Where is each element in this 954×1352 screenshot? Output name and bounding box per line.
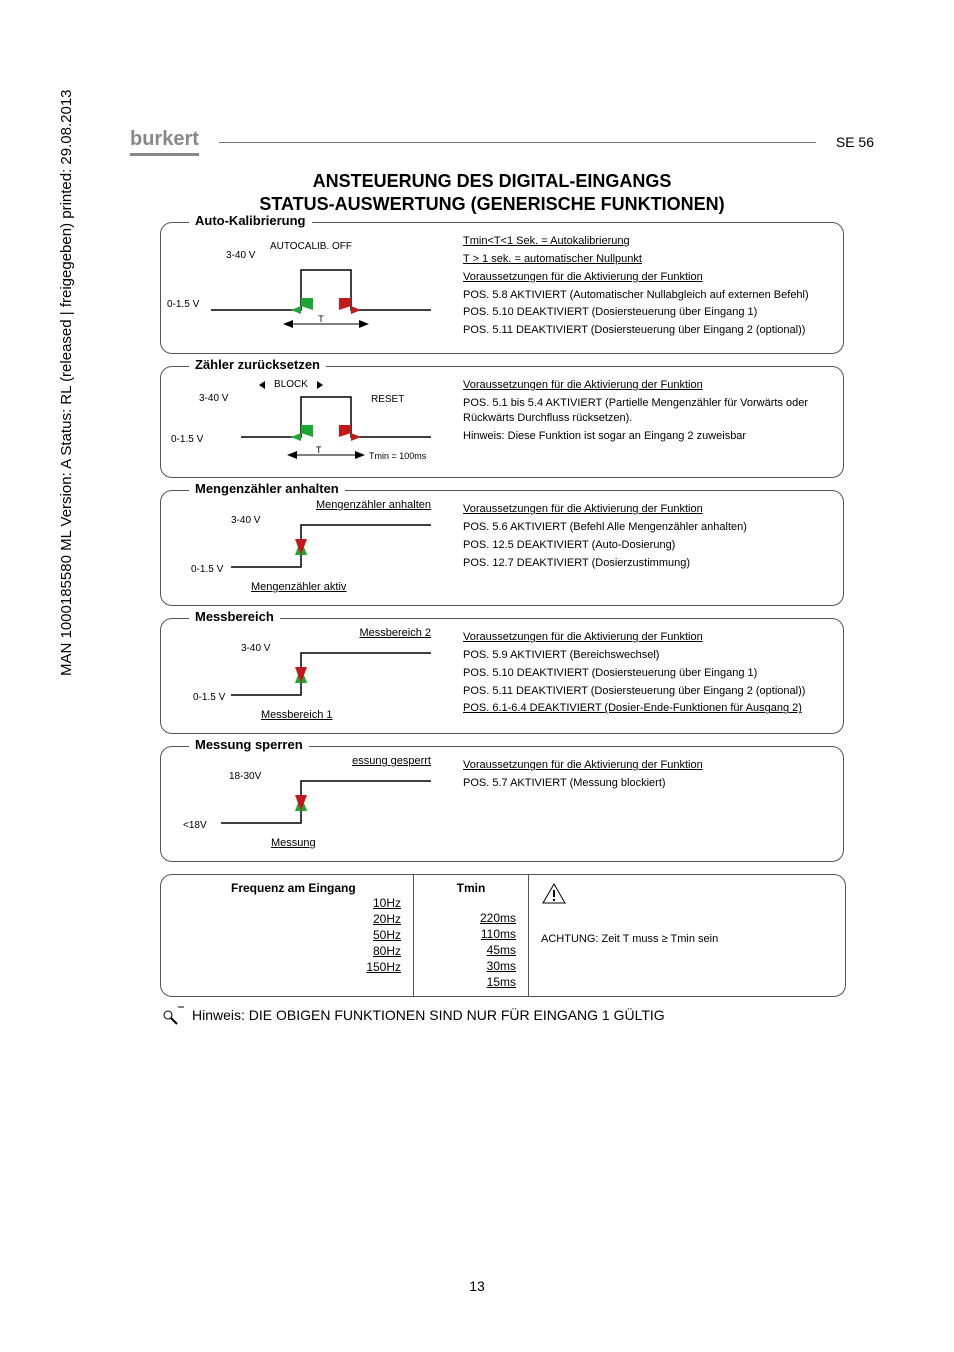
zaehler-p2: Hinweis: Diese Funktion ist sogar an Ein… <box>463 429 833 444</box>
freq-c1-r2: 50Hz <box>231 927 401 943</box>
autokal-cond2: T > 1 sek. = automatischer Nullpunkt <box>463 252 833 267</box>
freq-c1-r3: 80Hz <box>231 943 401 959</box>
messbereich-lo: 0-1.5 V <box>193 692 225 703</box>
autokal-req: Voraussetzungen für die Aktivierung der … <box>463 270 833 285</box>
section-messbereich: Messbereich Messbereich 2 3-40 V 0-1.5 V… <box>160 618 844 734</box>
freq-warning: ACHTUNG: Zeit T muss ≥ Tmin sein <box>541 913 718 945</box>
autokal-diagram: AUTOCALIB. OFF 3-40 V 0-1.5 V T <box>171 231 451 341</box>
messbereich-req: Voraussetzungen für die Aktivierung der … <box>463 630 833 645</box>
freq-c2-r2: 45ms <box>426 942 516 958</box>
final-note-row: Hinweis: DIE OBIGEN FUNKTIONEN SIND NUR … <box>160 1003 844 1027</box>
messbereich-text: Voraussetzungen für die Aktivierung der … <box>463 627 833 721</box>
messbereich-r2: Messbereich 2 <box>171 627 451 639</box>
sperren-locked: essung gesperrt <box>171 755 451 767</box>
mengen-hold-label: Mengenzähler anhalten <box>171 499 451 511</box>
messbereich-p2: POS. 5.10 DEAKTIVIERT (Dosiersteuerung ü… <box>463 666 833 681</box>
freq-c1-r0: 10Hz <box>231 895 401 911</box>
content-area: Auto-Kalibrierung AUTOCALIB. OFF 3-40 V … <box>160 222 844 1027</box>
note-icon <box>160 1003 184 1027</box>
warning-icon <box>541 881 567 907</box>
mengen-p2: POS. 12.5 DEAKTIVIERT (Auto-Dosierung) <box>463 538 833 553</box>
page-number: 13 <box>0 1278 954 1294</box>
header-rule <box>219 142 816 143</box>
sperren-meas: Messung <box>171 837 451 849</box>
sperren-p1: POS. 5.7 AKTIVIERT (Messung blockiert) <box>463 776 833 791</box>
zaehler-hi: 3-40 V <box>199 393 228 404</box>
freq-head-1: Frequenz am Eingang <box>231 881 401 895</box>
section-autokal-title: Auto-Kalibrierung <box>189 213 312 228</box>
autokal-waveform: T <box>171 252 451 332</box>
freq-c2-r1: 110ms <box>426 926 516 942</box>
section-autokal: Auto-Kalibrierung AUTOCALIB. OFF 3-40 V … <box>160 222 844 354</box>
zaehler-req: Voraussetzungen für die Aktivierung der … <box>463 378 833 393</box>
title-line-1: ANSTEUERUNG DES DIGITAL-EINGANGS <box>130 170 854 193</box>
zaehler-reset: RESET <box>371 394 404 405</box>
zaehler-block: BLOCK <box>274 379 308 390</box>
page: MAN 1000185580 ML Version: A Status: RL … <box>0 0 954 1352</box>
mengen-lo: 0-1.5 V <box>191 564 223 575</box>
sperren-req: Voraussetzungen für die Aktivierung der … <box>463 758 833 773</box>
page-title: ANSTEUERUNG DES DIGITAL-EINGANGS STATUS-… <box>130 170 854 217</box>
zaehler-diagram: 3-40 V 0-1.5 V BLOCK RESET T <box>171 375 451 465</box>
autokal-text: Tmin<T<1 Sek. = Autokalibrierung T > 1 s… <box>463 231 833 341</box>
final-note-text: Hinweis: DIE OBIGEN FUNKTIONEN SIND NUR … <box>192 1007 665 1023</box>
mengen-active-label: Mengenzähler aktiv <box>171 581 451 593</box>
mengen-hi: 3-40 V <box>231 515 260 526</box>
side-metadata: MAN 1000185580 ML Version: A Status: RL … <box>58 89 75 676</box>
freq-c1-r4: 150Hz <box>231 959 401 975</box>
autokal-p2: POS. 5.10 DEAKTIVIERT (Dosiersteuerung ü… <box>463 305 833 320</box>
mengen-p1: POS. 5.6 AKTIVIERT (Befehl Alle Mengenzä… <box>463 520 833 535</box>
svg-text:T: T <box>318 314 324 324</box>
page-header: burkert SE 56 <box>130 128 874 156</box>
svg-text:T: T <box>316 445 322 455</box>
section-sperren: Messung sperren essung gesperrt 18-30V <… <box>160 746 844 862</box>
freq-c2-r0: 220ms <box>426 910 516 926</box>
mengen-diagram: Mengenzähler anhalten 3-40 V 0-1.5 V Men… <box>171 499 451 593</box>
section-messbereich-title: Messbereich <box>189 609 280 624</box>
header-model: SE 56 <box>836 134 874 150</box>
sperren-hi: 18-30V <box>229 771 261 782</box>
brand-logo: burkert <box>130 128 199 156</box>
zaehler-lo: 0-1.5 V <box>171 434 203 445</box>
mengen-text: Voraussetzungen für die Aktivierung der … <box>463 499 833 593</box>
freq-c2-r3: 30ms <box>426 958 516 974</box>
messbereich-r1: Messbereich 1 <box>171 709 451 721</box>
messbereich-diagram: Messbereich 2 3-40 V 0-1.5 V Messbereich… <box>171 627 451 721</box>
freq-head-2: Tmin <box>426 881 516 895</box>
zaehler-text: Voraussetzungen für die Aktivierung der … <box>463 375 833 465</box>
mengen-req: Voraussetzungen für die Aktivierung der … <box>463 502 833 517</box>
autokal-p1: POS. 5.8 AKTIVIERT (Automatischer Nullab… <box>463 288 833 303</box>
zaehler-tmin: Tmin = 100ms <box>369 451 427 461</box>
section-mengen: Mengenzähler anhalten Mengenzähler anhal… <box>160 490 844 606</box>
freq-c1-r1: 20Hz <box>231 911 401 927</box>
sperren-diagram: essung gesperrt 18-30V <18V Messung <box>171 755 451 849</box>
messbereich-hi: 3-40 V <box>241 643 270 654</box>
autocalib-off-label: AUTOCALIB. OFF <box>171 241 451 252</box>
freq-c2-r4: 15ms <box>426 974 516 990</box>
frequency-table: Frequenz am Eingang 10Hz 20Hz 50Hz 80Hz … <box>160 874 846 997</box>
autokal-lo-label: 0-1.5 V <box>167 299 199 310</box>
section-mengen-title: Mengenzähler anhalten <box>189 481 345 496</box>
mengen-p3: POS. 12.7 DEAKTIVIERT (Dosierzustimmung) <box>463 556 833 571</box>
autokal-p3: POS. 5.11 DEAKTIVIERT (Dosiersteuerung ü… <box>463 323 833 338</box>
zaehler-p1: POS. 5.1 bis 5.4 AKTIVIERT (Partielle Me… <box>463 396 833 426</box>
section-zaehler: Zähler zurücksetzen 3-40 V 0-1.5 V BLOCK… <box>160 366 844 478</box>
autokal-hi-label: 3-40 V <box>226 250 255 261</box>
messbereich-p1: POS. 5.9 AKTIVIERT (Bereichswechsel) <box>463 648 833 663</box>
sperren-text: Voraussetzungen für die Aktivierung der … <box>463 755 833 849</box>
zaehler-waveform: BLOCK RESET T Tmin = 100ms <box>171 375 451 465</box>
messbereich-p3: POS. 5.11 DEAKTIVIERT (Dosiersteuerung ü… <box>463 684 833 699</box>
messbereich-p4: POS. 6.1-6.4 DEAKTIVIERT (Dosier-Ende-Fu… <box>463 701 833 716</box>
autokal-cond1: Tmin<T<1 Sek. = Autokalibrierung <box>463 234 833 249</box>
sperren-waveform <box>171 767 451 837</box>
sperren-lo: <18V <box>183 820 207 831</box>
section-zaehler-title: Zähler zurücksetzen <box>189 357 326 372</box>
section-sperren-title: Messung sperren <box>189 737 309 752</box>
